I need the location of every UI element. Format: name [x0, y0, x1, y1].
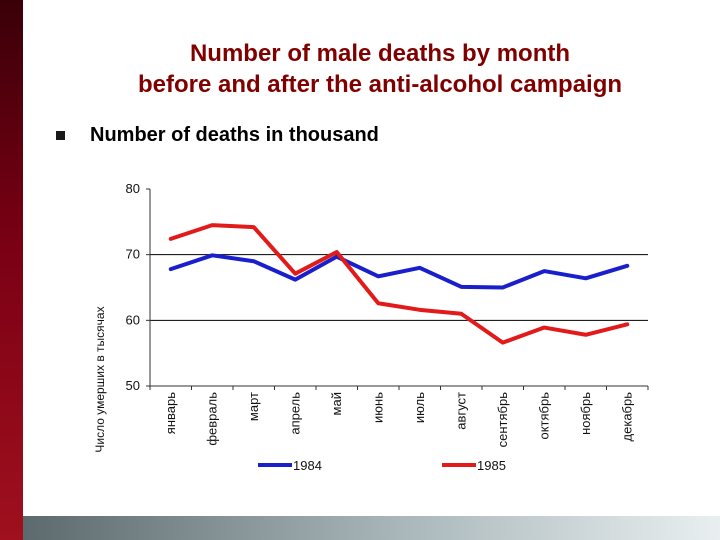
- series-line-1985: [168, 223, 630, 345]
- bottom-accent-bar: [23, 516, 720, 540]
- slide-title: Number of male deaths by month before an…: [40, 38, 720, 100]
- y-tick-label: 80: [126, 181, 140, 196]
- bullet-text: Number of deaths in thousand: [90, 123, 379, 146]
- x-tick-label: июль: [412, 392, 427, 423]
- y-axis-title: Число умерших в тысячах: [93, 306, 107, 452]
- legend-label-1985: 1985: [477, 458, 506, 473]
- x-tick-label: август: [453, 392, 468, 430]
- x-tick-label: декабрь: [619, 392, 634, 442]
- x-tick-label: март: [246, 392, 261, 421]
- x-tick-label: ноябрь: [578, 392, 593, 435]
- square-bullet-icon: [56, 130, 65, 140]
- slide-title-line-2: before and after the anti-alcohol campai…: [137, 71, 623, 98]
- left-accent-bar: [0, 0, 23, 540]
- x-tick-label: сентябрь: [495, 392, 510, 448]
- series-line-1984: [168, 253, 630, 290]
- x-tick-label: январь: [163, 392, 178, 434]
- x-tick-label: февраль: [204, 392, 219, 446]
- x-tick-label: октябрь: [536, 392, 551, 440]
- slide-title-line-1: Number of male deaths by month: [189, 40, 571, 67]
- x-tick-label: апрель: [287, 392, 302, 435]
- y-tick-label: 60: [126, 312, 140, 327]
- bullet-item: Number of deaths in thousand: [56, 122, 379, 148]
- x-tick-label: май: [329, 392, 344, 415]
- y-tick-label: 50: [126, 378, 140, 393]
- y-tick-label: 70: [126, 247, 140, 262]
- legend-label-1984: 1984: [293, 458, 322, 473]
- x-tick-label: июнь: [370, 392, 385, 423]
